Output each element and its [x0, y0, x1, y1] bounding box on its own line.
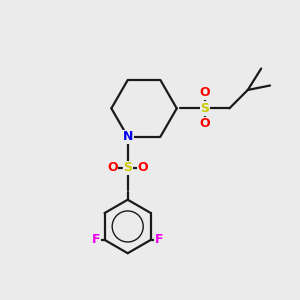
Text: S: S	[200, 102, 209, 115]
Text: O: O	[200, 86, 210, 99]
Text: N: N	[122, 130, 133, 143]
Text: O: O	[138, 161, 148, 174]
Text: S: S	[123, 161, 132, 174]
Text: F: F	[155, 233, 164, 246]
Text: O: O	[107, 161, 118, 174]
Text: F: F	[92, 233, 100, 246]
Text: O: O	[200, 117, 210, 130]
